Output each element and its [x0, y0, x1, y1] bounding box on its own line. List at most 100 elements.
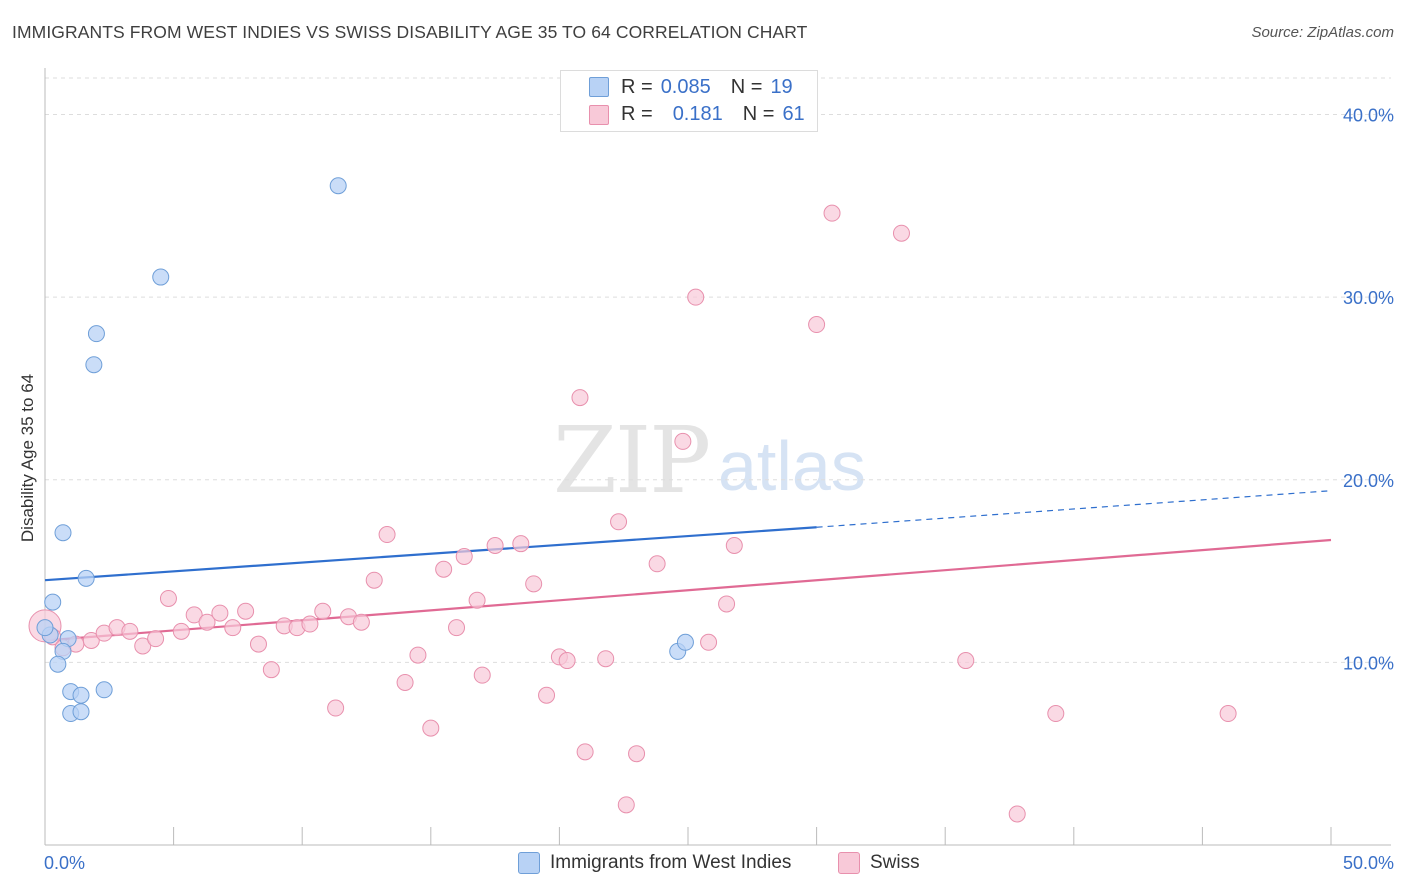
- legend-item-west-indies: Immigrants from West Indies: [518, 852, 791, 874]
- data-point-swiss: [448, 619, 466, 637]
- y-axis-label: Disability Age 35 to 64: [18, 374, 37, 542]
- watermark-atlas: atlas: [718, 427, 866, 505]
- data-point-swiss: [327, 699, 345, 717]
- data-point-swiss: [576, 743, 594, 761]
- data-point-swiss: [352, 613, 370, 631]
- trend-line-swiss: [44, 538, 1332, 642]
- data-point-west-indies: [152, 268, 170, 286]
- data-point-swiss: [648, 555, 666, 573]
- axes: [44, 68, 1391, 846]
- data-point-swiss: [82, 631, 100, 649]
- data-point-swiss: [409, 646, 427, 664]
- data-point-swiss: [473, 666, 491, 684]
- data-point-west-indies: [329, 177, 347, 195]
- legend-n-value: 19: [770, 75, 793, 98]
- trend-line-west-indies-projection: [816, 490, 1332, 528]
- data-point-swiss: [957, 652, 975, 670]
- legend-label-west-indies: Immigrants from West Indies: [550, 852, 792, 873]
- data-point-swiss: [422, 719, 440, 737]
- data-point-west-indies: [85, 356, 103, 374]
- data-point-swiss: [159, 589, 177, 607]
- data-point-west-indies: [87, 325, 105, 343]
- legend-n-value: 61: [782, 102, 805, 125]
- legend-row-west-indies: R = 0.085 N = 19: [621, 74, 793, 100]
- y-tick-label: 20.0%: [1343, 471, 1394, 491]
- x-tick-label: 0.0%: [44, 853, 85, 873]
- data-point-swiss: [237, 602, 255, 620]
- data-point-swiss: [558, 652, 576, 670]
- x-tick-labels: 0.0% 50.0%: [44, 853, 1394, 873]
- y-tick-label: 30.0%: [1343, 288, 1394, 308]
- legend-r-value: 0.085: [660, 75, 711, 98]
- data-point-swiss: [1219, 705, 1237, 723]
- data-point-swiss: [725, 537, 743, 555]
- data-point-west-indies: [49, 655, 67, 673]
- data-point-west-indies: [36, 619, 54, 637]
- data-point-swiss: [1047, 705, 1065, 723]
- data-point-swiss: [525, 575, 543, 593]
- legend-r-label: R =: [621, 75, 653, 98]
- data-point-swiss: [628, 745, 646, 763]
- data-point-swiss: [571, 389, 589, 407]
- data-point-swiss: [378, 526, 396, 544]
- legend-swatch-swiss: [589, 105, 609, 125]
- data-point-swiss: [512, 535, 530, 553]
- data-point-swiss: [435, 560, 453, 578]
- series-west-indies-points: [36, 177, 694, 723]
- y-tick-label: 40.0%: [1343, 106, 1394, 126]
- data-point-west-indies: [44, 593, 62, 611]
- legend-n-label: N =: [742, 102, 775, 125]
- chart-title: IMMIGRANTS FROM WEST INDIES VS SWISS DIS…: [12, 22, 808, 42]
- legend-r-value: 0.181: [672, 102, 723, 125]
- data-point-swiss: [314, 602, 332, 620]
- data-point-west-indies: [72, 703, 90, 721]
- data-point-swiss: [172, 622, 190, 640]
- data-point-swiss: [468, 591, 486, 609]
- trend-line-west-indies: [44, 526, 817, 582]
- data-point-swiss: [249, 635, 267, 653]
- data-point-swiss: [185, 606, 203, 624]
- data-point-west-indies: [95, 681, 113, 699]
- data-point-swiss: [700, 633, 718, 651]
- legend-r-label: R =: [621, 102, 653, 125]
- data-point-swiss: [687, 288, 705, 306]
- watermark: ZIP atlas: [553, 407, 866, 514]
- source-label: Source: ZipAtlas.com: [1251, 24, 1394, 41]
- data-point-swiss: [301, 615, 319, 633]
- data-point-west-indies: [54, 524, 72, 542]
- legend-label-swiss: Swiss: [870, 852, 920, 873]
- data-point-swiss: [365, 571, 383, 589]
- data-point-swiss: [538, 686, 556, 704]
- data-point-swiss: [134, 637, 152, 655]
- data-point-swiss: [211, 604, 229, 622]
- data-point-swiss: [617, 796, 635, 814]
- data-point-swiss: [455, 547, 473, 565]
- data-point-swiss: [396, 673, 414, 691]
- y-tick-labels: 10.0% 20.0% 30.0% 40.0%: [1343, 106, 1394, 674]
- data-point-swiss: [610, 513, 628, 531]
- data-point-swiss: [674, 432, 692, 450]
- y-tick-label: 10.0%: [1343, 653, 1394, 673]
- legend-swatch-west-indies: [589, 77, 609, 97]
- data-point-swiss: [597, 650, 615, 668]
- data-point-swiss: [892, 224, 910, 242]
- data-point-swiss: [1008, 805, 1026, 823]
- data-point-swiss: [262, 661, 280, 679]
- legend-n-label: N =: [730, 75, 763, 98]
- data-point-swiss: [823, 204, 841, 222]
- data-point-swiss: [198, 613, 216, 631]
- data-point-west-indies: [77, 569, 95, 587]
- x-tick-label: 50.0%: [1343, 853, 1394, 873]
- legend-swatch-swiss: [838, 852, 860, 874]
- data-point-swiss: [121, 622, 139, 640]
- data-point-west-indies: [676, 633, 694, 651]
- legend-item-swiss: Swiss: [838, 852, 920, 874]
- data-point-west-indies: [72, 686, 90, 704]
- data-point-swiss: [224, 619, 242, 637]
- gridlines: [45, 77, 1391, 663]
- data-point-swiss: [486, 537, 504, 555]
- data-point-swiss: [808, 316, 826, 334]
- series-legend: Immigrants from West Indies Swiss: [0, 850, 1406, 880]
- data-point-swiss: [718, 595, 736, 613]
